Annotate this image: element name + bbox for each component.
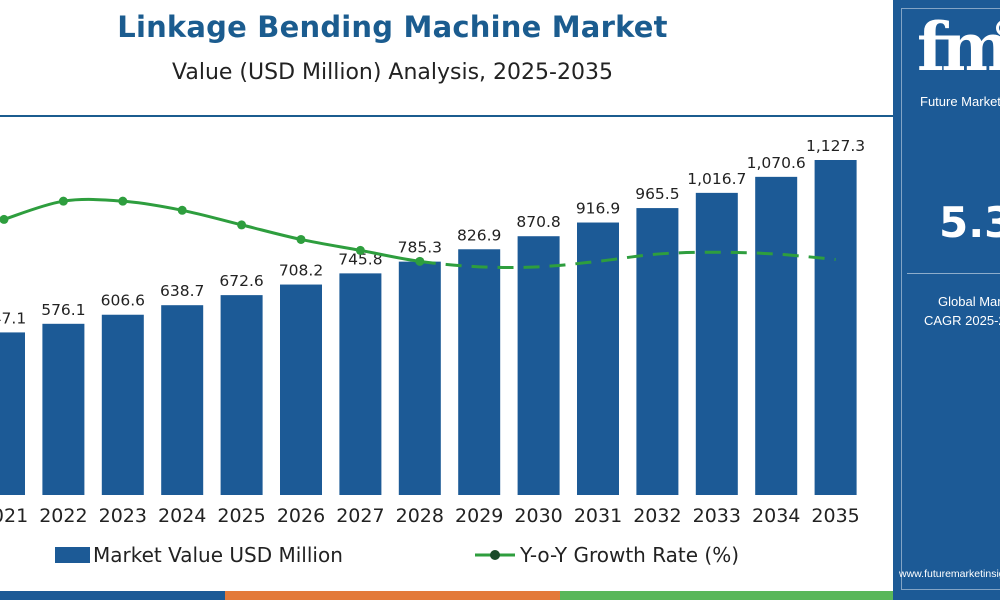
bar-value-label-2032: 965.5 [635,185,679,203]
growth-point-2021 [0,214,9,224]
bar-2022 [42,323,85,495]
growth-line-solid [3,197,421,263]
bars-layer [0,160,857,496]
growth-point-2026 [296,234,306,244]
bar-value-label-2030: 870.8 [516,213,560,231]
footer-strip-green [560,591,893,600]
bar-2025 [220,295,263,495]
footer-color-strip [0,591,893,600]
growth-point-2027 [355,245,365,255]
bar-value-label-2027: 745.8 [338,250,382,268]
x-tick-label-2025: 2025 [217,505,265,527]
bar-2033 [695,192,738,495]
growth-line-dashed [419,250,836,270]
x-tick-label-2024: 2024 [158,505,206,527]
growth-point-2022 [58,196,68,206]
brand-name: Future Market Insights [920,94,1000,109]
cagr-label-line1: Global Market [938,294,1000,309]
brand-logo: fm [917,8,1000,86]
legend-line-label: Y-o-Y Growth Rate (%) [520,543,740,567]
growth-point-2025 [237,220,247,230]
value-labels-layer: 547.1 576.1 606.6 638.7 672.6 708.2 745.8 785.3… [0,137,865,327]
growth-point-2023 [118,196,128,206]
bar-value-label-2035: 1,127.3 [806,137,865,155]
bar-2031 [577,222,619,496]
footer-strip-blue [0,591,225,600]
x-tick-label-2035: 2035 [811,505,859,527]
growth-point-2028 [415,256,425,266]
bar-value-label-2024: 638.7 [160,282,204,300]
x-tick-label-2033: 2033 [693,505,741,527]
x-tick-label-2034: 2034 [752,505,800,527]
growth-point-2024 [177,205,187,215]
bar-2030 [517,236,560,495]
x-tick-label-2026: 2026 [277,505,325,527]
legend-line-marker [475,550,515,560]
growth-line-layer [0,196,836,270]
cagr-value: 5.3% [939,198,1000,247]
bar-2032 [636,208,679,495]
side-panel-border [901,8,1000,590]
legend-bar-label: Market Value USD Million [93,543,343,567]
side-panel: fm Future Market Insights 5.3% Global Ma… [893,0,1000,600]
chart-subtitle: Value (USD Million) Analysis, 2025-2035 [172,60,613,85]
bar-value-label-2026: 708.2 [279,262,323,280]
bar-2026 [280,284,322,495]
x-tick-label-2021: 2021 [0,505,28,527]
bar-2028 [398,261,441,495]
bar-2027 [339,273,382,495]
x-axis-labels: 2021 2022 2023 2024 2025 2026 2027 2028 2029 2030… [0,505,860,527]
chart-plot-area: 547.1 576.1 606.6 638.7 672.6 708.2 745.8 785.3… [0,137,865,527]
bar-value-label-2034: 1,070.6 [747,154,806,172]
title-rule [0,115,893,117]
bar-2029 [458,249,501,495]
bar-2034 [755,176,798,495]
x-tick-label-2031: 2031 [574,505,622,527]
bar-2023 [101,314,144,495]
x-tick-label-2032: 2032 [633,505,681,527]
bar-value-label-2029: 826.9 [457,226,501,244]
bar-2035 [814,160,857,495]
bar-value-label-2025: 672.6 [219,272,263,290]
bar-2024 [161,305,204,495]
x-tick-label-2023: 2023 [99,505,147,527]
chart-title: Linkage Bending Machine Market [117,10,668,44]
bar-value-label-2022: 576.1 [41,301,85,319]
bar-value-label-2031: 916.9 [576,200,620,218]
legend-bar-swatch [55,547,90,563]
panel-divider [907,273,1000,274]
bar-value-label-2033: 1,016.7 [687,170,746,188]
x-tick-label-2028: 2028 [396,505,444,527]
bar-value-label-2028: 785.3 [398,239,442,257]
bar-2021 [0,332,25,495]
bar-value-label-2023: 606.6 [101,292,145,310]
x-tick-label-2022: 2022 [39,505,87,527]
x-tick-label-2030: 2030 [514,505,562,527]
website-link[interactable]: www.futuremarketinsights.com [899,568,1000,580]
x-tick-label-2029: 2029 [455,505,503,527]
cagr-label-line2: CAGR 2025-2035 [924,313,1000,328]
x-tick-label-2027: 2027 [336,505,384,527]
footer-strip-orange [225,591,560,600]
bar-value-label-2021: 547.1 [0,309,26,327]
